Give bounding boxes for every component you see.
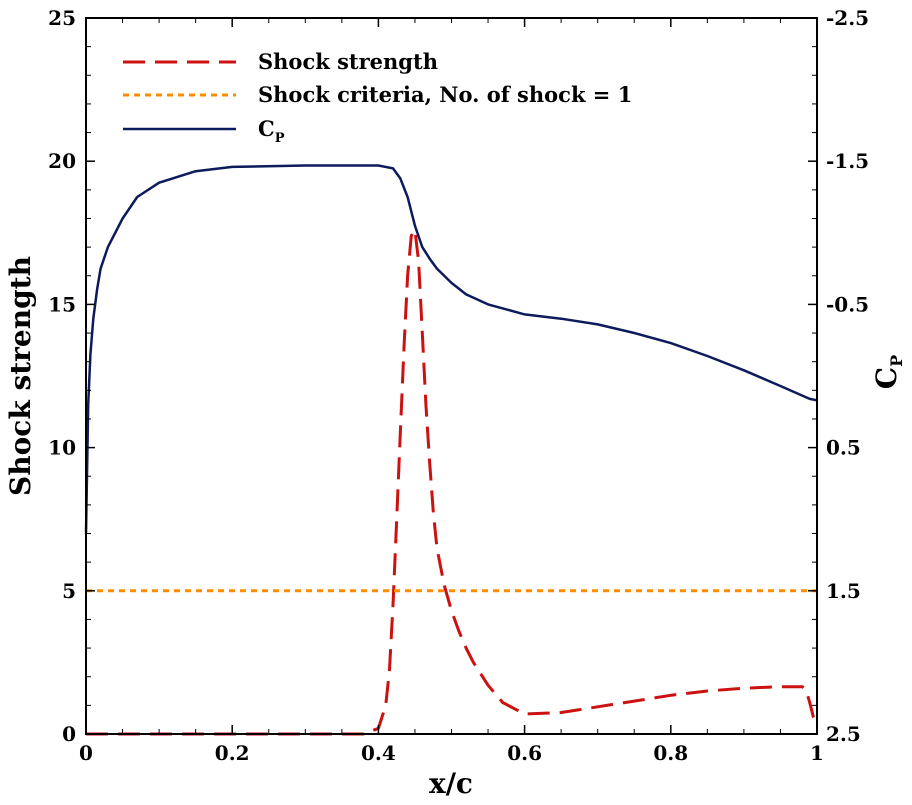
- x-tick-label: 0.6: [507, 741, 542, 765]
- left-y-axis-ticks: 0 5 10 15 20 25: [48, 6, 95, 746]
- plot-lines: [84, 164, 819, 736]
- x-axis-title: x/c: [429, 767, 473, 800]
- left-y-tick-label: 0: [62, 722, 76, 746]
- right-y-tick-label: -1.5: [826, 149, 869, 173]
- left-y-tick-label: 20: [48, 149, 76, 173]
- legend-label-main: Shock criteria, No. of shock = 1: [258, 82, 632, 107]
- x-axis-ticks: 0 0.2 0.4 0.6 0.8 1: [79, 18, 824, 765]
- legend-label-3: CP: [258, 116, 285, 146]
- right-y-tick-label: -2.5: [826, 6, 869, 30]
- x-tick-label: 0.2: [215, 741, 250, 765]
- legend-label-sub: P: [275, 131, 285, 146]
- right-y-tick-label: 2.5: [826, 722, 861, 746]
- series-line-1: [86, 228, 819, 736]
- right-y-axis-ticks: 2.5 1.5 0.5 -0.5 -1.5 -2.5: [808, 6, 869, 746]
- legend-label-main: C: [258, 116, 275, 141]
- left-y-tick-label: 15: [48, 292, 76, 316]
- x-tick-label: 1: [810, 741, 824, 765]
- left-y-tick-label: 10: [48, 436, 76, 460]
- right-y-axis-title-main: C: [870, 367, 903, 389]
- legend-label-main: Shock strength: [258, 49, 438, 74]
- right-y-axis-title-sub: P: [887, 355, 906, 367]
- legend-label-1: Shock strength: [258, 49, 438, 74]
- x-tick-label: 0.8: [653, 741, 688, 765]
- x-tick-label: 0.4: [361, 741, 396, 765]
- right-y-tick-label: -0.5: [826, 292, 869, 316]
- left-y-axis-title: Shock strength: [4, 256, 37, 496]
- left-y-tick-label: 5: [62, 579, 76, 603]
- legend: Shock strength Shock criteria, No. of sho…: [123, 49, 632, 146]
- x-tick-label: 0: [79, 741, 93, 765]
- series-line-3: [84, 164, 818, 534]
- left-y-tick-label: 25: [48, 6, 76, 30]
- right-y-tick-label: 0.5: [826, 436, 861, 460]
- legend-label-2: Shock criteria, No. of shock = 1: [258, 82, 632, 107]
- right-y-tick-label: 1.5: [826, 579, 861, 603]
- right-y-axis-title: CP: [870, 355, 906, 389]
